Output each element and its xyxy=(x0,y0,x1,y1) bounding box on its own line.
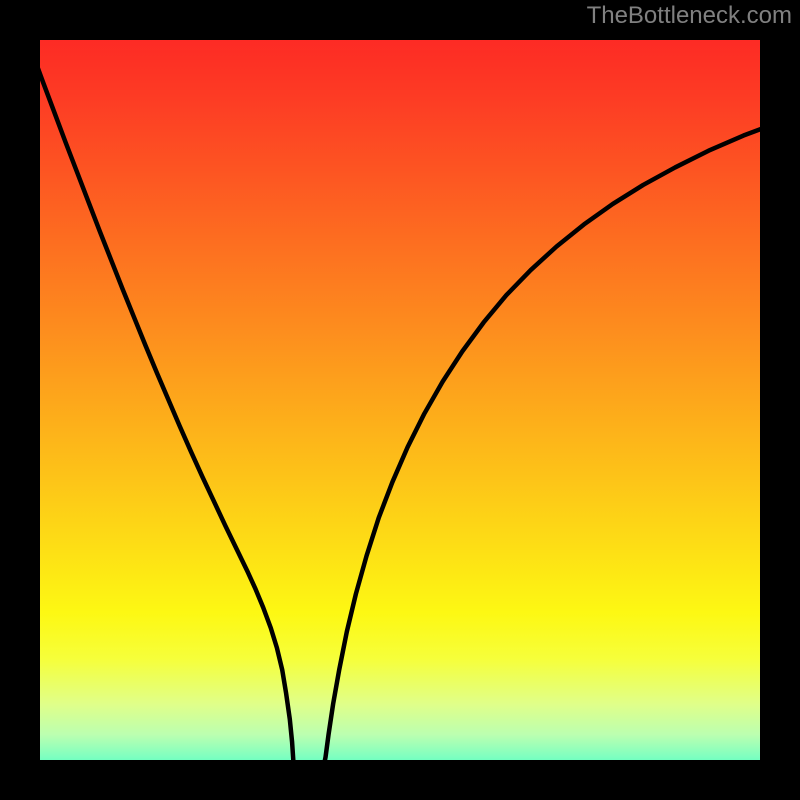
bottleneck-chart xyxy=(0,0,800,800)
chart-frame: TheBottleneck.com xyxy=(0,0,800,800)
watermark-text: TheBottleneck.com xyxy=(587,2,792,30)
gradient-background xyxy=(20,20,780,780)
